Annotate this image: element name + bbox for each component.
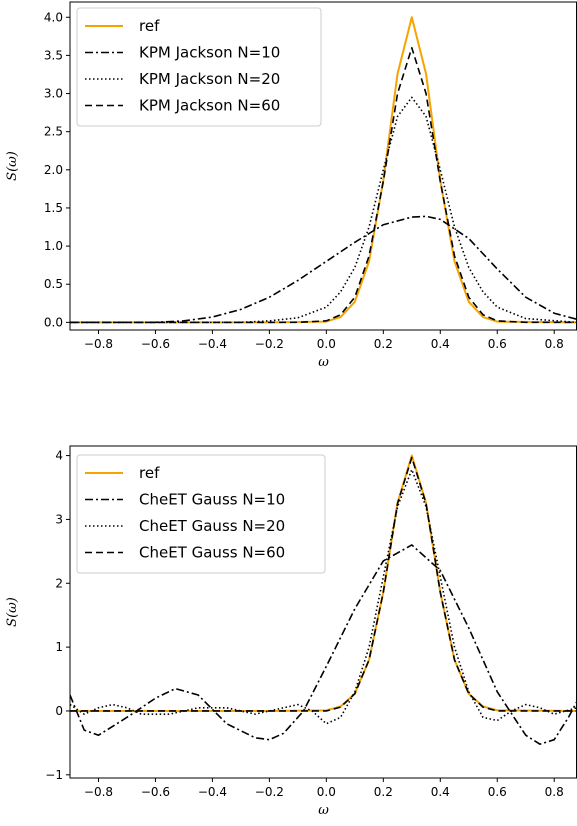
series-line-1 bbox=[70, 544, 577, 745]
series-line-2 bbox=[70, 96, 577, 324]
legend-entry-0: ref bbox=[139, 464, 160, 482]
y-tick-label: 4 bbox=[55, 449, 63, 463]
x-axis-label: ω bbox=[318, 355, 329, 370]
y-tick-label: 1 bbox=[55, 640, 63, 654]
x-tick-label: −0.4 bbox=[198, 785, 227, 799]
series-line-3 bbox=[70, 456, 577, 712]
x-tick-label: 0.4 bbox=[431, 785, 450, 799]
y-tick-label: 4.0 bbox=[44, 10, 63, 24]
y-tick-label: 2 bbox=[55, 576, 63, 590]
x-tick-label: 0.6 bbox=[488, 785, 507, 799]
y-axis-label: S(ω) bbox=[5, 597, 20, 627]
series-line-3 bbox=[70, 46, 577, 324]
y-tick-label: 0.0 bbox=[44, 315, 63, 329]
y-tick-label: 2.5 bbox=[44, 125, 63, 139]
x-tick-label: 0.8 bbox=[545, 337, 564, 351]
series-group bbox=[70, 454, 577, 745]
x-tick-label: 0.2 bbox=[374, 785, 393, 799]
series-line-0 bbox=[70, 16, 577, 324]
x-tick-label: 0.6 bbox=[488, 337, 507, 351]
legend: ref CheET Gauss N=10 CheET Gauss N=20 CheET… bbox=[76, 454, 326, 574]
x-tick-label: −0.8 bbox=[84, 785, 113, 799]
chart-bottom: −0.8 −0.6 −0.4 −0.2 0.0 0.2 0.4 0.6 0.8 −1 0 1 2 3 4 ω S… bbox=[5, 445, 577, 818]
legend-box bbox=[76, 7, 322, 127]
x-axis-label: ω bbox=[318, 803, 329, 818]
legend-entry-2: CheET Gauss N=20 bbox=[139, 517, 285, 535]
x-tick-label: −0.6 bbox=[141, 337, 170, 351]
series-group bbox=[70, 16, 577, 324]
legend-entry-3: CheET Gauss N=60 bbox=[139, 544, 285, 562]
x-tick-label: −0.8 bbox=[84, 337, 113, 351]
legend: ref KPM Jackson N=10 KPM Jackson N=20 KPM J… bbox=[76, 7, 322, 127]
legend-entry-1: CheET Gauss N=10 bbox=[139, 491, 285, 509]
legend-box bbox=[76, 454, 326, 574]
y-tick-label: 1.0 bbox=[44, 239, 63, 253]
y-tick-label: 0.5 bbox=[44, 277, 63, 291]
x-tick-label: 0.0 bbox=[317, 337, 336, 351]
y-tick-label: 2.0 bbox=[44, 163, 63, 177]
x-tick-label: 0.4 bbox=[431, 337, 450, 351]
x-tick-label: −0.2 bbox=[255, 337, 284, 351]
legend-entry-1: KPM Jackson N=10 bbox=[139, 44, 280, 62]
x-tick-label: −0.4 bbox=[198, 337, 227, 351]
x-tick-label: −0.2 bbox=[255, 785, 284, 799]
legend-entry-0: ref bbox=[139, 17, 160, 35]
y-tick-label: 3 bbox=[55, 512, 63, 526]
y-axis-label: S(ω) bbox=[5, 151, 20, 181]
y-tick-label: 0 bbox=[55, 704, 63, 718]
y-tick-label: −1 bbox=[45, 768, 63, 782]
y-tick-label: 1.5 bbox=[44, 201, 63, 215]
y-tick-label: 3.5 bbox=[44, 48, 63, 62]
legend-entry-3: KPM Jackson N=60 bbox=[139, 97, 280, 115]
x-tick-label: 0.8 bbox=[545, 785, 564, 799]
x-tick-label: 0.0 bbox=[317, 785, 336, 799]
series-line-1 bbox=[70, 215, 577, 324]
x-tick-label: 0.2 bbox=[374, 337, 393, 351]
legend-entry-2: KPM Jackson N=20 bbox=[139, 70, 280, 88]
chart-top: −0.8 −0.6 −0.4 −0.2 0.0 0.2 0.4 0.6 0.8 0.0 0.5 1.0… bbox=[5, 1, 577, 370]
x-tick-label: −0.6 bbox=[141, 785, 170, 799]
y-tick-label: 3.0 bbox=[44, 87, 63, 101]
